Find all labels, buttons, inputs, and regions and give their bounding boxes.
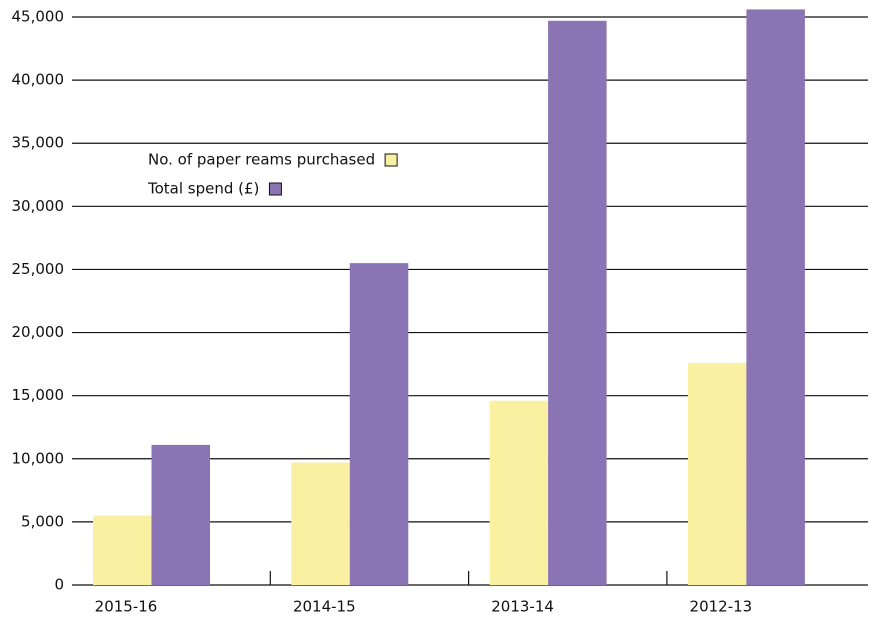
bar xyxy=(489,400,549,585)
x-tick-label: 2013-14 xyxy=(491,598,554,616)
x-tick-label: 2014-15 xyxy=(293,598,356,616)
y-tick-label: 40,000 xyxy=(12,71,65,89)
y-tick-label: 35,000 xyxy=(12,134,65,152)
legend-label: Total spend (£) xyxy=(147,180,259,198)
y-tick-label: 5,000 xyxy=(21,512,64,530)
y-tick-label: 30,000 xyxy=(12,197,65,215)
y-tick-label: 45,000 xyxy=(12,8,65,26)
legend-swatch xyxy=(384,153,398,167)
bar xyxy=(746,9,805,586)
y-tick-label: 0 xyxy=(54,576,64,594)
bar xyxy=(291,462,350,585)
legend-label: No. of paper reams purchased xyxy=(148,151,375,169)
y-tick-label: 15,000 xyxy=(12,386,65,404)
y-tick-label: 25,000 xyxy=(12,260,65,278)
legend-swatch xyxy=(268,182,282,196)
bar xyxy=(93,515,152,585)
y-tick-label: 20,000 xyxy=(12,323,65,341)
y-tick-label: 10,000 xyxy=(12,449,65,467)
bar xyxy=(349,263,409,585)
bar xyxy=(687,362,747,585)
x-tick-label: 2015-16 xyxy=(95,598,158,616)
x-tick-label: 2012-13 xyxy=(690,598,753,616)
bar xyxy=(548,20,607,585)
bar xyxy=(151,444,210,585)
